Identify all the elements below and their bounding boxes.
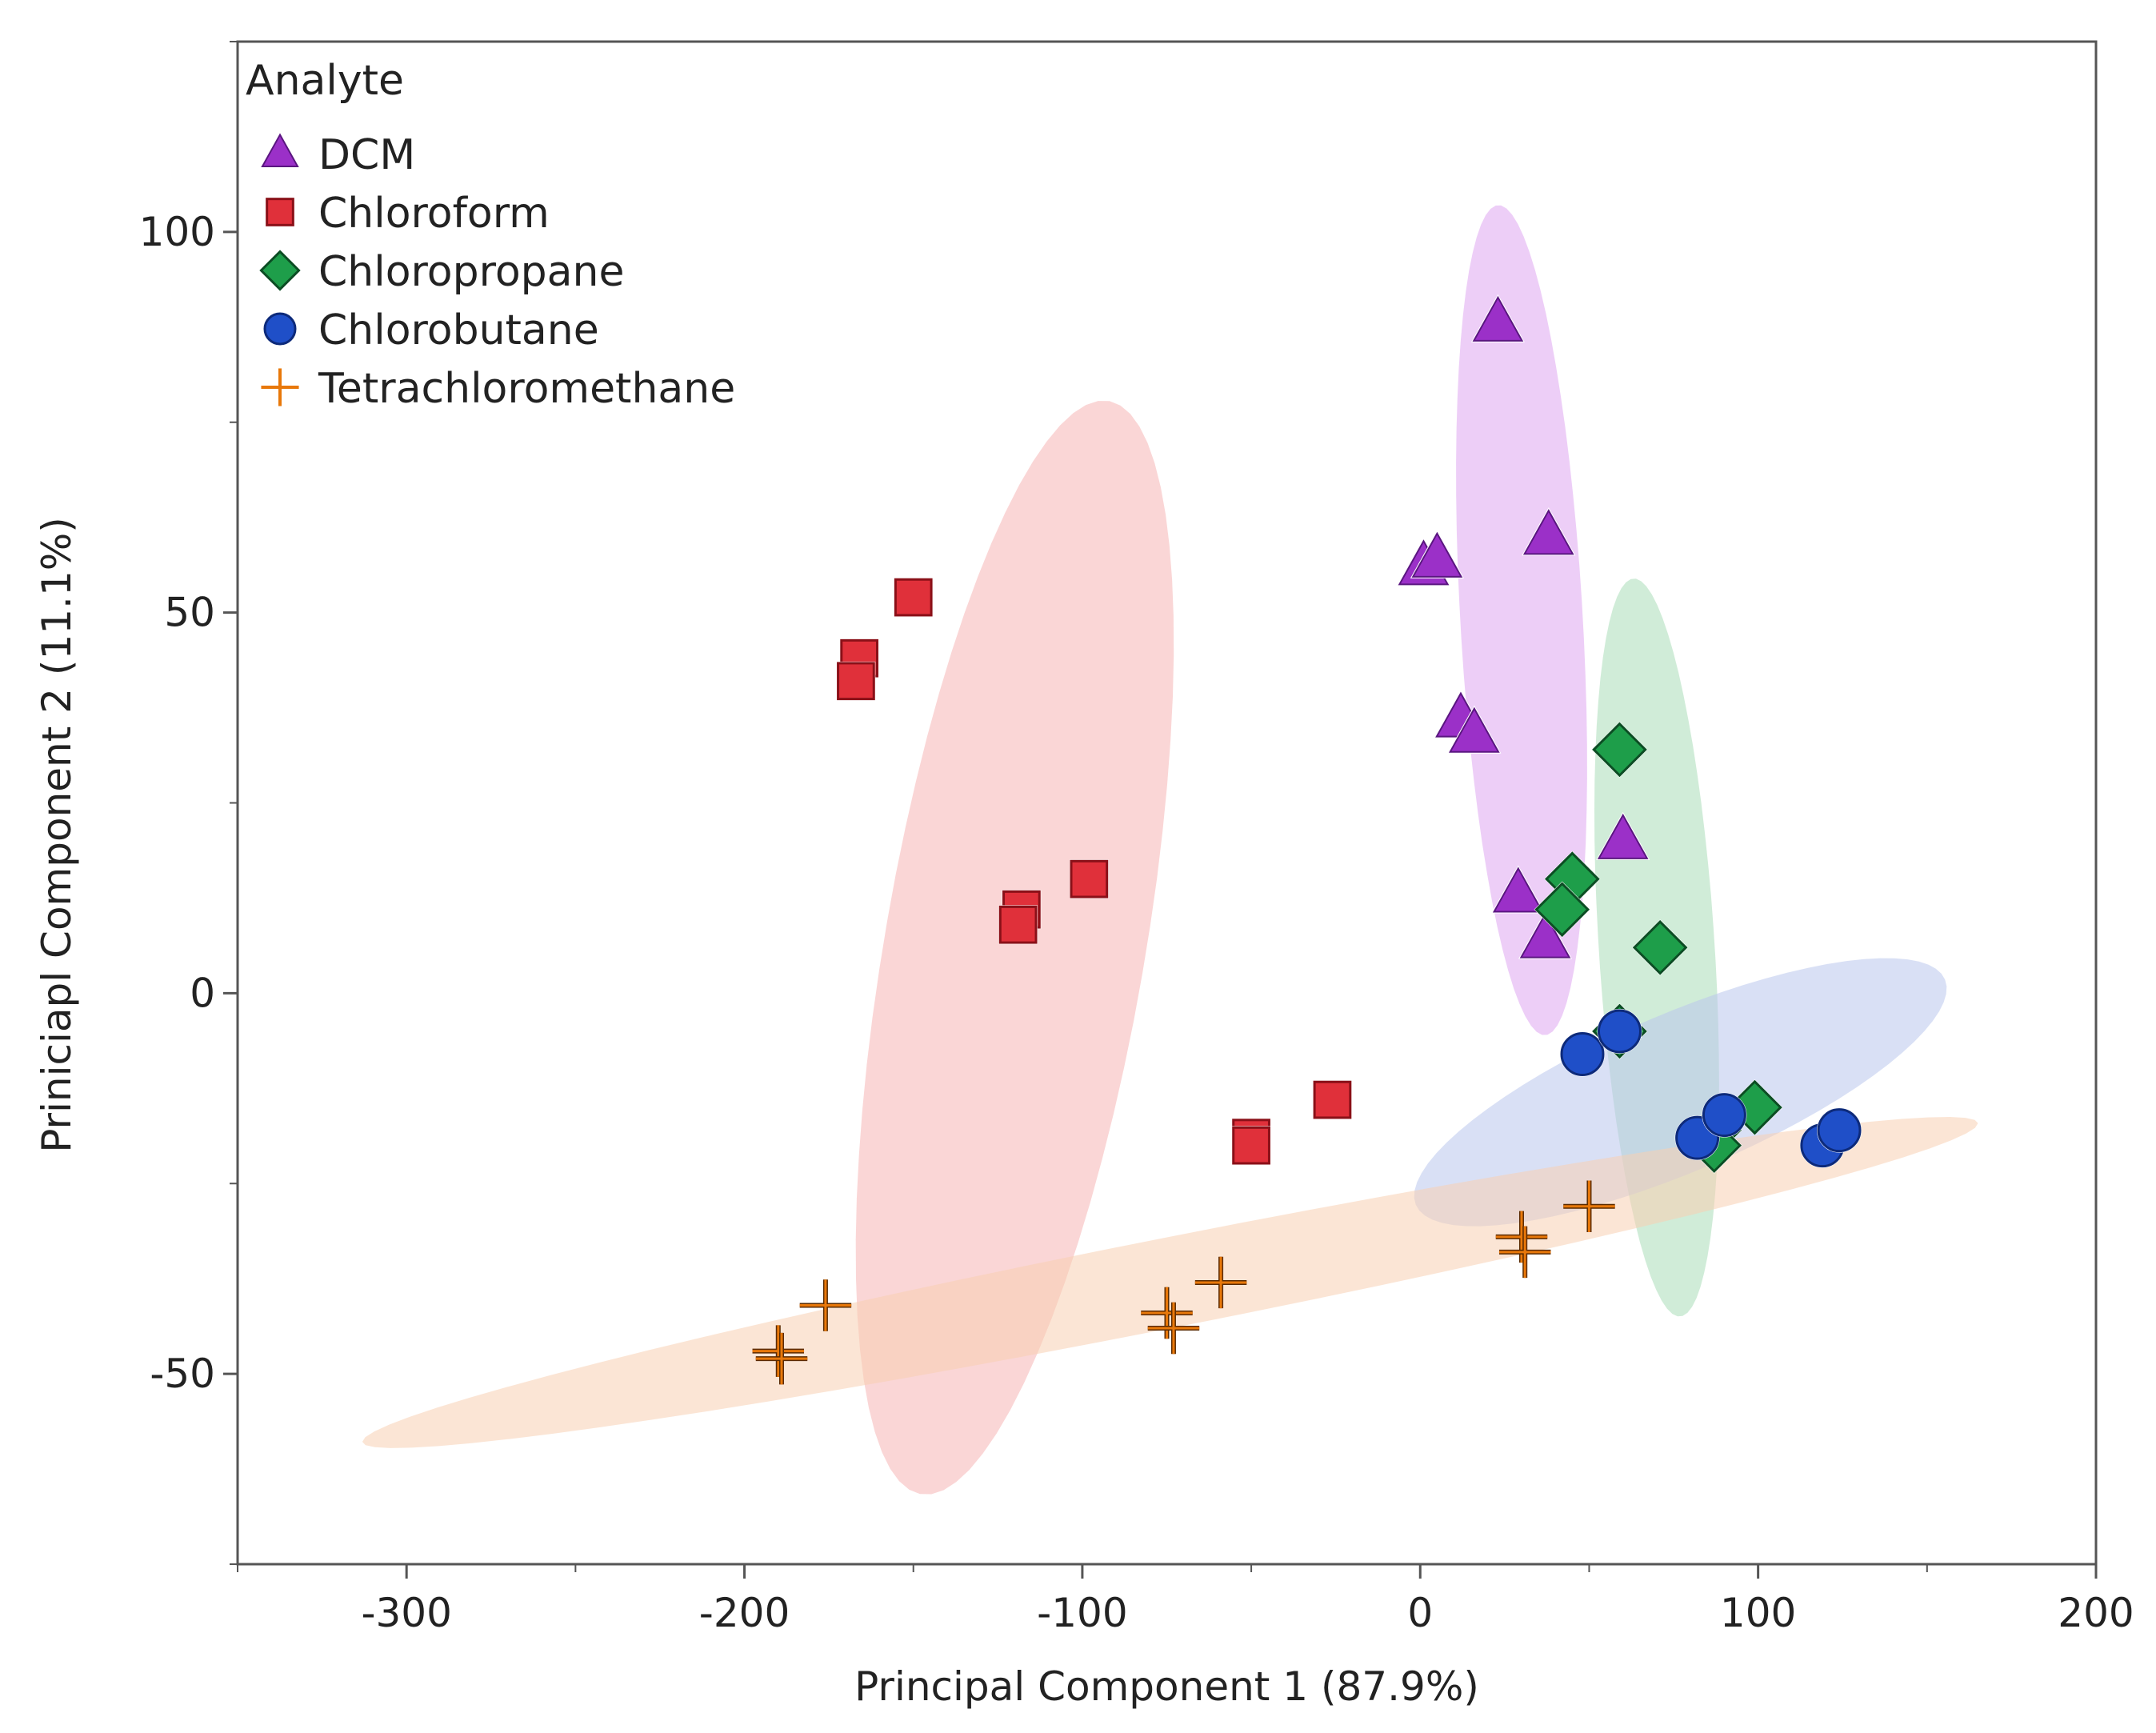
legend-marker-chloroform <box>266 198 294 226</box>
legend-marker-chloropropane <box>259 250 301 291</box>
point-tetrachloromethane-3 <box>799 1279 852 1331</box>
legend-marker-tetrachloromethane <box>261 368 299 406</box>
x-tick-label: 0 <box>1407 1590 1433 1636</box>
legend-label-chloroform: Chloroform <box>318 190 550 238</box>
point-chloroform-1 <box>894 578 934 617</box>
y-tick-label: 100 <box>139 209 215 255</box>
x-axis-title: Principal Component 1 (87.9%) <box>854 1663 1479 1710</box>
point-dcm-1 <box>1470 294 1525 342</box>
y-axis-title: Priniciapl Component 2 (11.1%) <box>34 517 80 1153</box>
x-tick-label: 100 <box>1720 1590 1796 1636</box>
ellipse-tetrachloromethane <box>362 1117 1978 1448</box>
legend-label-dcm: DCM <box>318 131 415 179</box>
axes: -300 -200 -100 0 100 200 100 50 0 -50 <box>139 41 2134 1636</box>
point-tetrachloromethane-5 <box>1147 1302 1200 1355</box>
legend: Analyte DCM Chloroform Chloropropane Chloro… <box>246 57 735 413</box>
point-dcm-2 <box>1522 507 1576 556</box>
point-tetrachloromethane-6 <box>1194 1256 1247 1309</box>
y-tick-label: 0 <box>190 970 215 1016</box>
ellipse-chloroform <box>855 401 1174 1495</box>
point-dcm-8 <box>1491 865 1546 914</box>
point-chloropropane-3 <box>1534 881 1590 938</box>
y-tick-label: 50 <box>164 590 215 636</box>
point-tetrachloromethane-2 <box>755 1332 808 1385</box>
y-tick-label: -50 <box>150 1351 215 1397</box>
x-tick-label: 200 <box>2058 1590 2134 1636</box>
point-chlorobutane-1 <box>1560 1031 1606 1077</box>
legend-marker-dcm <box>261 133 299 167</box>
point-chloroform-6 <box>1069 859 1109 899</box>
point-tetrachloromethane-8 <box>1498 1226 1551 1279</box>
x-tick-label: -300 <box>361 1590 451 1636</box>
legend-label-tetrachloromethane: Tetrachloromethane <box>318 365 735 413</box>
point-chloropropane-1 <box>1591 721 1648 778</box>
ellipse-chlorobutane <box>1414 958 1947 1227</box>
legend-label-chloropropane: Chloropropane <box>318 248 624 296</box>
point-chlorobutane-6 <box>1817 1107 1862 1153</box>
point-chloroform-5 <box>998 905 1038 945</box>
point-dcm-4 <box>1410 530 1464 578</box>
x-tick-label: -200 <box>699 1590 790 1636</box>
legend-label-chlorobutane: Chlorobutane <box>318 306 599 354</box>
legend-marker-chlorobutane <box>263 312 297 346</box>
point-chloroform-8 <box>1231 1126 1271 1166</box>
point-chloropropane-4 <box>1632 919 1689 976</box>
point-chloroform-9 <box>1313 1080 1352 1119</box>
point-chloroform-3 <box>836 661 876 701</box>
point-tetrachloromethane-1 <box>752 1325 805 1377</box>
point-tetrachloromethane-9 <box>1563 1180 1615 1233</box>
ellipse-dcm <box>1456 205 1587 1035</box>
x-tick-label: -100 <box>1037 1590 1127 1636</box>
legend-title: Analyte <box>246 57 404 105</box>
point-dcm-6 <box>1447 705 1502 754</box>
point-chlorobutane-4 <box>1702 1092 1747 1138</box>
data-points <box>752 294 1862 1385</box>
point-dcm-9 <box>1518 911 1573 959</box>
point-dcm-7 <box>1596 811 1650 860</box>
point-chlorobutane-2 <box>1597 1008 1642 1054</box>
